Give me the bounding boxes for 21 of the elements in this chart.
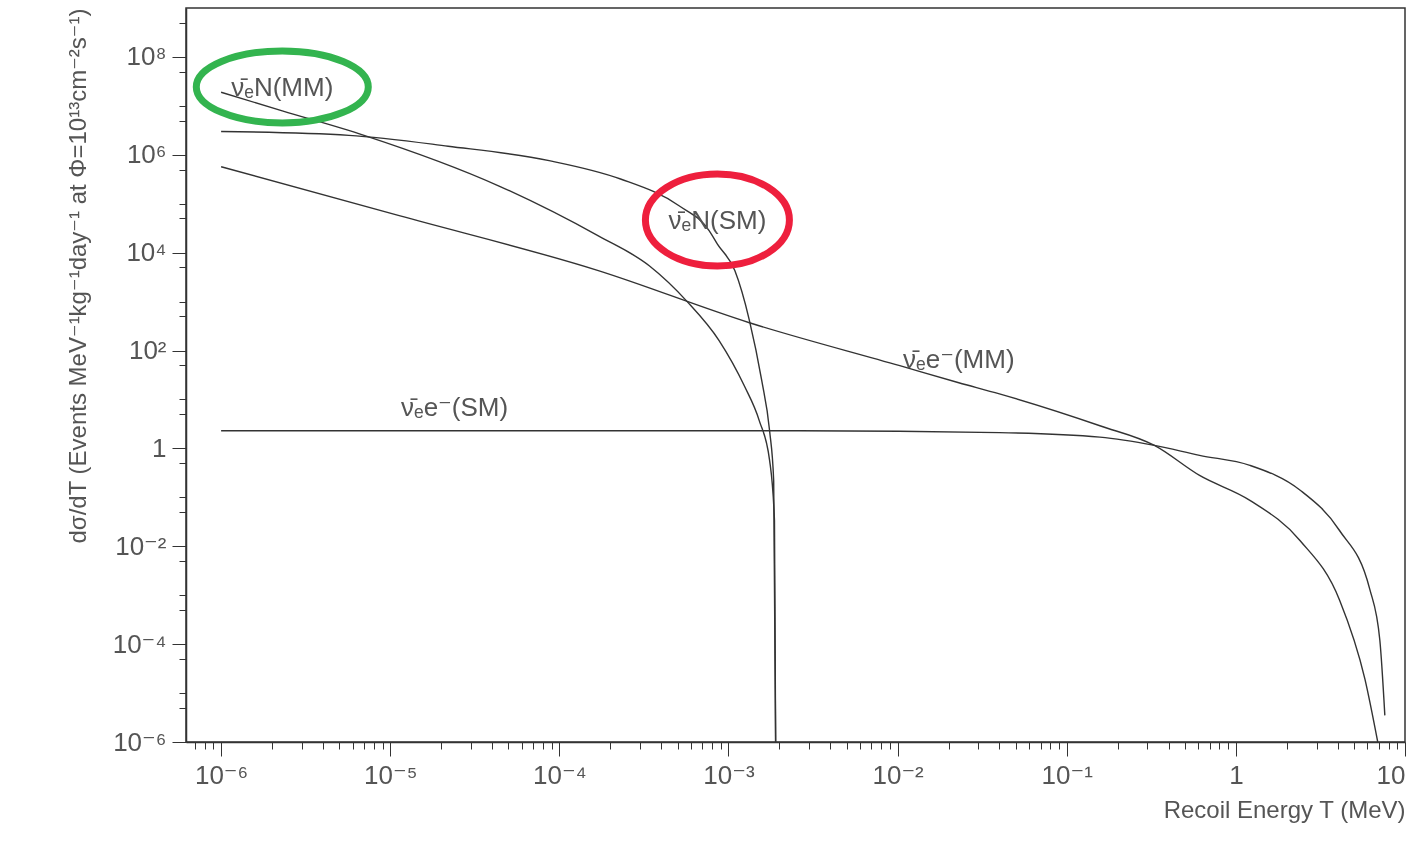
x-tick-label: 10⁻¹ [1041,759,1094,790]
annotation: ν̄ₑe⁻(SM) [400,391,509,422]
x-tick-label: 10⁻³ [703,759,755,790]
annotation: ν̄ₑe⁻(MM) [903,343,1015,374]
x-tick-label: 10⁻⁴ [532,759,587,790]
annotation: ν̄ₑN(MM) [231,71,334,102]
y-tick-label: 10⁻⁴ [112,628,167,659]
y-axis-title: dσ/dT (Events MeV⁻¹kg⁻¹day⁻¹ at Φ=10¹³cm⁻²s⁻¹) [63,8,91,544]
x-tick-label: 10⁻² [872,759,925,790]
y-tick-label: 10⁴ [126,237,167,268]
x-tick-label: 10⁻⁶ [194,759,249,790]
y-tick-label: 10⁻⁶ [113,726,167,757]
y-tick-label: 10⁸ [126,41,167,72]
x-axis-title: Recoil Energy T (MeV) [1163,795,1406,823]
x-tick-label: 1 [1229,759,1244,790]
y-tick-label: 10⁶ [126,139,167,170]
x-tick-label: 10⁻⁵ [364,759,418,790]
y-tick-label: 10² [128,335,167,366]
x-tick-label: 10 [1376,759,1406,790]
y-tick-label: 1 [152,432,167,463]
y-tick-label: 10⁻² [115,530,167,561]
